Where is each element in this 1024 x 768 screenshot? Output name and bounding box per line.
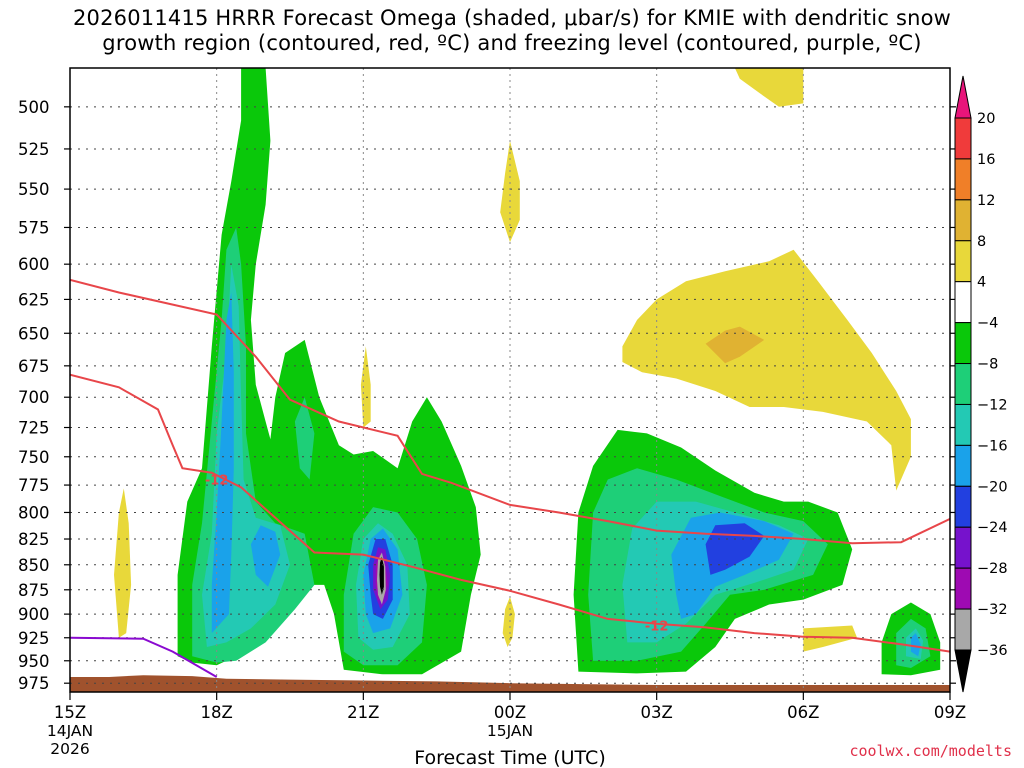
y-tick-label-925: 925	[18, 629, 50, 648]
omega-region-28	[734, 68, 804, 107]
omega-region-27	[622, 249, 911, 491]
x-tick-label-21Z: 21Z	[347, 703, 379, 722]
omega-region-13	[250, 525, 281, 587]
colorbar: 20 16 12 8 4 −4 −8 −12 −16 −20 −24 −28 −32 −36	[954, 75, 1008, 693]
colorbar-swatch-10	[954, 526, 972, 569]
omega-region-16	[910, 633, 921, 657]
dgz-contour-lower	[70, 373, 950, 653]
y-axis: 500 525 550 575 600 625 650 675 700 725 750 775 800 8…	[18, 98, 956, 693]
colorbar-label-10: −24	[977, 520, 1008, 536]
freezing-level-contour	[70, 636, 218, 678]
grid-lines	[70, 68, 950, 692]
colorbar-label-11: −28	[977, 561, 1008, 577]
colorbar-swatch-12	[954, 608, 972, 651]
x-tick-label-00Z: 00Z	[494, 703, 526, 722]
y-tick-label-575: 575	[18, 218, 50, 237]
y-tick-label-850: 850	[18, 556, 50, 575]
x-tick-label-18Z: 18Z	[201, 703, 233, 722]
title-line-2: growth region (contoured, red, ºC) and f…	[102, 31, 922, 55]
x-axis-label: Forecast Time (UTC)	[414, 747, 605, 768]
omega-region-25	[500, 140, 520, 243]
y-tick-label-675: 675	[18, 357, 50, 376]
colorbar-swatch-11	[954, 567, 972, 610]
omega-region-26	[502, 596, 515, 647]
y-tick-label-700: 700	[18, 388, 50, 407]
y-tick-label-650: 650	[18, 324, 50, 343]
colorbar-label-12: −32	[977, 602, 1008, 618]
colorbar-swatch-7	[954, 403, 972, 446]
colorbar-swatch-4	[954, 281, 972, 324]
y-tick-label-750: 750	[18, 448, 50, 467]
colorbar-label-3: 8	[977, 234, 986, 250]
y-tick-label-900: 900	[18, 605, 50, 624]
colorbar-swatch-1	[954, 158, 972, 201]
contour-labels: -12 -12	[205, 473, 669, 634]
colorbar-swatch-3	[954, 240, 972, 283]
contour-label-0: -12	[205, 473, 229, 488]
x-tick-sublabel-15Z-1: 2026	[50, 740, 89, 758]
colorbar-label-13: −36	[977, 643, 1008, 659]
contour-lines	[70, 278, 950, 678]
y-tick-label-550: 550	[18, 180, 50, 199]
y-tick-label-625: 625	[18, 290, 50, 309]
colorbar-swatch-9	[954, 485, 972, 528]
omega-shading	[114, 68, 941, 676]
colorbar-label-6: −8	[977, 357, 998, 373]
y-tick-label-500: 500	[18, 98, 50, 117]
colorbar-label-4: 4	[977, 275, 986, 291]
colorbar-label-1: 16	[977, 152, 995, 168]
title-line-1: 2026011415 HRRR Forecast Omega (shaded, …	[72, 6, 952, 30]
x-tick-label-03Z: 03Z	[641, 703, 673, 722]
contour-label-1: -12	[645, 620, 669, 635]
colorbar-swatch-6	[954, 363, 972, 405]
credit-text: coolwx.com/modelts	[849, 742, 1012, 760]
colorbar-top-arrow	[954, 75, 972, 119]
omega-region-30	[705, 326, 765, 364]
y-tick-label-600: 600	[18, 255, 50, 274]
x-tick-label-15Z: 15Z	[54, 703, 86, 722]
x-tick-label-06Z: 06Z	[787, 703, 819, 722]
x-tick-sublabel-00Z-0: 15JAN	[487, 722, 533, 740]
colorbar-label-7: −12	[977, 397, 1008, 413]
colorbar-label-0: 20	[977, 111, 995, 127]
omega-region-22	[379, 556, 384, 595]
y-tick-label-875: 875	[18, 581, 50, 600]
omega-region-4	[294, 397, 315, 480]
colorbar-bottom-arrow	[954, 649, 972, 693]
colorbar-label-2: 12	[977, 193, 995, 209]
y-tick-label-975: 975	[18, 674, 50, 693]
y-tick-label-950: 950	[18, 652, 50, 671]
colorbar-swatch-5	[954, 322, 972, 365]
omega-region-24	[360, 346, 371, 428]
colorbar-label-9: −20	[977, 479, 1008, 495]
colorbar-label-8: −16	[977, 438, 1008, 454]
omega-region-23	[114, 488, 132, 638]
x-tick-sublabel-15Z-0: 14JAN	[47, 722, 93, 740]
y-tick-label-775: 775	[18, 476, 50, 495]
x-tick-label-09Z: 09Z	[934, 703, 966, 722]
dgz-contour-upper	[70, 278, 950, 545]
chart-title: 2026011415 HRRR Forecast Omega (shaded, …	[0, 6, 1024, 56]
y-tick-label-825: 825	[18, 530, 50, 549]
y-tick-label-725: 725	[18, 419, 50, 438]
omega-region-12	[211, 292, 234, 634]
colorbar-label-5: −4	[977, 316, 998, 332]
y-tick-label-800: 800	[18, 503, 50, 522]
colorbar-swatch-8	[954, 444, 972, 487]
y-tick-label-525: 525	[18, 140, 50, 159]
colorbar-swatch-0	[954, 117, 972, 160]
omega-region-29	[803, 625, 858, 652]
colorbar-swatch-2	[954, 199, 972, 242]
